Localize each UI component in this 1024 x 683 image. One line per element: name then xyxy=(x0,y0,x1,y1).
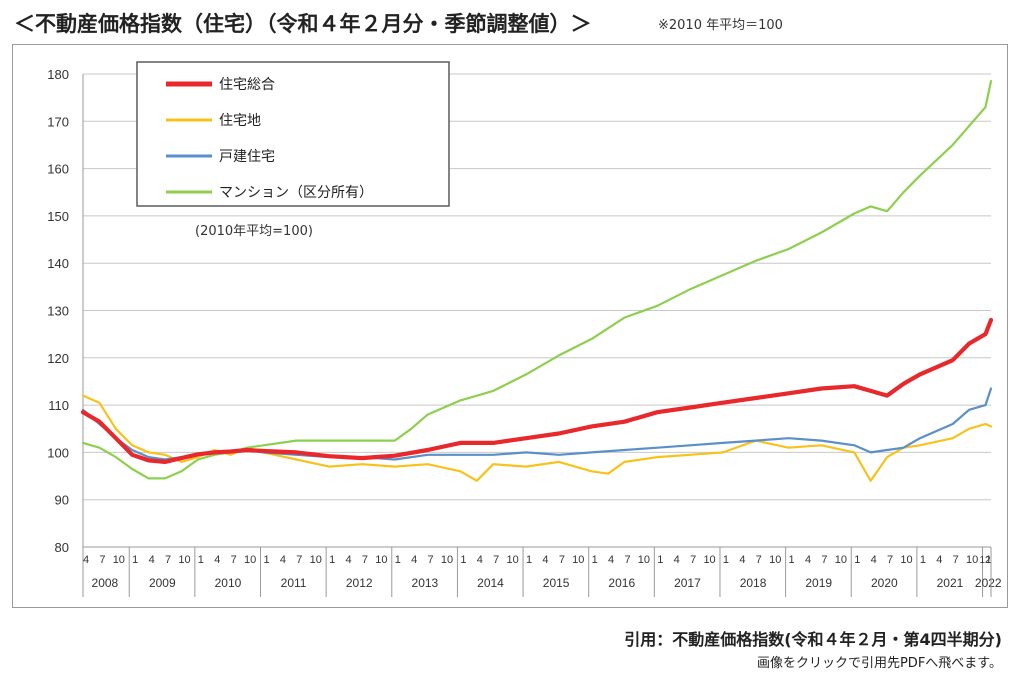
x-month-label: 4 xyxy=(542,554,548,566)
x-month-label: 10 xyxy=(572,554,584,566)
x-month-label: 4 xyxy=(608,554,614,566)
x-month-label: 1 xyxy=(460,554,466,566)
x-month-label: 1 xyxy=(132,554,138,566)
y-tick-label: 80 xyxy=(55,540,69,555)
x-month-label: 10 xyxy=(441,554,453,566)
page-title: ＜不動産価格指数（住宅）（令和４年２月分・季節調整値）＞ xyxy=(14,12,592,36)
x-year-label: 2011 xyxy=(281,576,307,590)
x-month-label: 10 xyxy=(835,554,847,566)
x-year-label: 2015 xyxy=(543,576,570,590)
x-month-label: 4 xyxy=(214,554,220,566)
x-month-label: 4 xyxy=(83,554,89,566)
x-year-label: 2018 xyxy=(740,576,767,590)
chart-frame[interactable]: 80 90 100 110 120 130 140 150 160 170 180 4 7 10 2008 1… xyxy=(12,44,1008,608)
x-month-label: 10 xyxy=(507,554,519,566)
x-month-label: 1 xyxy=(920,554,926,566)
citation: 引用：不動産価格指数(令和４年２月・第4四半期分) xyxy=(624,630,1002,649)
x-month-label: 1 xyxy=(723,554,729,566)
x-year-label: 2013 xyxy=(412,576,439,590)
series-line-戸建住宅 xyxy=(81,387,993,461)
y-tick-label: 180 xyxy=(47,67,69,82)
x-year-label: 2021 xyxy=(937,576,964,590)
x-year-label: 2022 xyxy=(975,576,1002,590)
x-month-label: 1 xyxy=(592,554,598,566)
x-month-label: 1 xyxy=(198,554,204,566)
x-month-label: 10 xyxy=(375,554,387,566)
citation-link[interactable]: 画像をクリックで引用先PDFへ飛べます。 xyxy=(756,656,1002,671)
y-tick-label: 140 xyxy=(47,256,69,271)
legend-label: 住宅地 xyxy=(219,113,261,129)
legend-label: マンション（区分所有） xyxy=(219,185,373,201)
y-tick-label: 100 xyxy=(47,445,69,460)
x-year-label: 2020 xyxy=(871,576,898,590)
x-month-label: 10 xyxy=(966,554,978,566)
x-month-label: 10 xyxy=(178,554,190,566)
x-month-label: 10 xyxy=(703,554,715,566)
x-month-label: 4 xyxy=(411,554,417,566)
x-month-label: 10 xyxy=(900,554,912,566)
x-month-label: 12 xyxy=(979,555,991,566)
x-year-label: 2012 xyxy=(346,576,373,590)
x-month-label: 1 xyxy=(854,554,860,566)
x-month-label: 7 xyxy=(362,554,368,566)
x-year-label: 2016 xyxy=(608,576,635,590)
y-tick-label: 170 xyxy=(47,114,69,129)
legend-label: 住宅総合 xyxy=(219,77,275,93)
base-note: ※2010 年平均＝100 xyxy=(658,18,783,33)
x-year-label: 2009 xyxy=(149,576,176,590)
x-month-label: 10 xyxy=(244,554,256,566)
x-month-label: 1 xyxy=(657,554,663,566)
x-month-label: 4 xyxy=(345,554,351,566)
chart-annotation: (2010年平均=100) xyxy=(195,224,313,239)
x-month-label: 10 xyxy=(769,554,781,566)
x-month-label: 4 xyxy=(149,554,155,566)
y-tick-label: 160 xyxy=(47,162,69,177)
x-month-label: 1 xyxy=(985,554,991,566)
x-month-label: 10 xyxy=(310,554,322,566)
x-month-label: 7 xyxy=(165,554,171,566)
y-tick-label: 90 xyxy=(55,493,69,508)
y-tick-label: 130 xyxy=(47,304,69,319)
x-month-label: 7 xyxy=(493,554,499,566)
x-month-label: 7 xyxy=(953,554,959,566)
series-line-マンション xyxy=(81,80,993,480)
x-month-label: 4 xyxy=(739,554,745,566)
x-month-label: 7 xyxy=(887,554,893,566)
series-line-総合 xyxy=(80,317,994,464)
x-month-label: 4 xyxy=(936,554,942,566)
x-month-label: 1 xyxy=(789,554,795,566)
x-month-label: 10 xyxy=(113,554,125,566)
y-tick-label: 110 xyxy=(48,398,69,413)
x-month-label: 4 xyxy=(805,554,811,566)
x-month-label: 7 xyxy=(690,554,696,566)
x-month-label: 7 xyxy=(99,554,105,566)
x-month-label: 1 xyxy=(329,554,335,566)
y-tick-label: 150 xyxy=(47,209,69,224)
x-month-label: 4 xyxy=(871,554,877,566)
x-year-label: 2014 xyxy=(477,576,504,590)
x-month-label: 7 xyxy=(624,554,630,566)
x-month-label: 7 xyxy=(756,554,762,566)
x-month-label: 7 xyxy=(559,554,565,566)
series-line-住宅地 xyxy=(81,394,993,482)
x-month-label: 10 xyxy=(638,554,650,566)
x-month-label: 7 xyxy=(821,554,827,566)
x-year-label: 2017 xyxy=(674,576,701,590)
x-month-label: 1 xyxy=(526,554,532,566)
x-year-label: 2008 xyxy=(92,576,119,590)
x-month-label: 7 xyxy=(428,554,434,566)
x-month-label: 4 xyxy=(674,554,680,566)
x-month-label: 4 xyxy=(280,554,286,566)
x-month-label: 7 xyxy=(231,554,237,566)
y-tick-label: 120 xyxy=(47,351,69,366)
legend-label: 戸建住宅 xyxy=(219,149,275,165)
x-month-label: 4 xyxy=(477,554,483,566)
x-year-label: 2010 xyxy=(215,576,242,590)
x-year-label: 2019 xyxy=(805,576,832,590)
x-month-label: 1 xyxy=(395,554,401,566)
x-month-label: 7 xyxy=(296,554,302,566)
x-month-label: 1 xyxy=(263,554,269,566)
